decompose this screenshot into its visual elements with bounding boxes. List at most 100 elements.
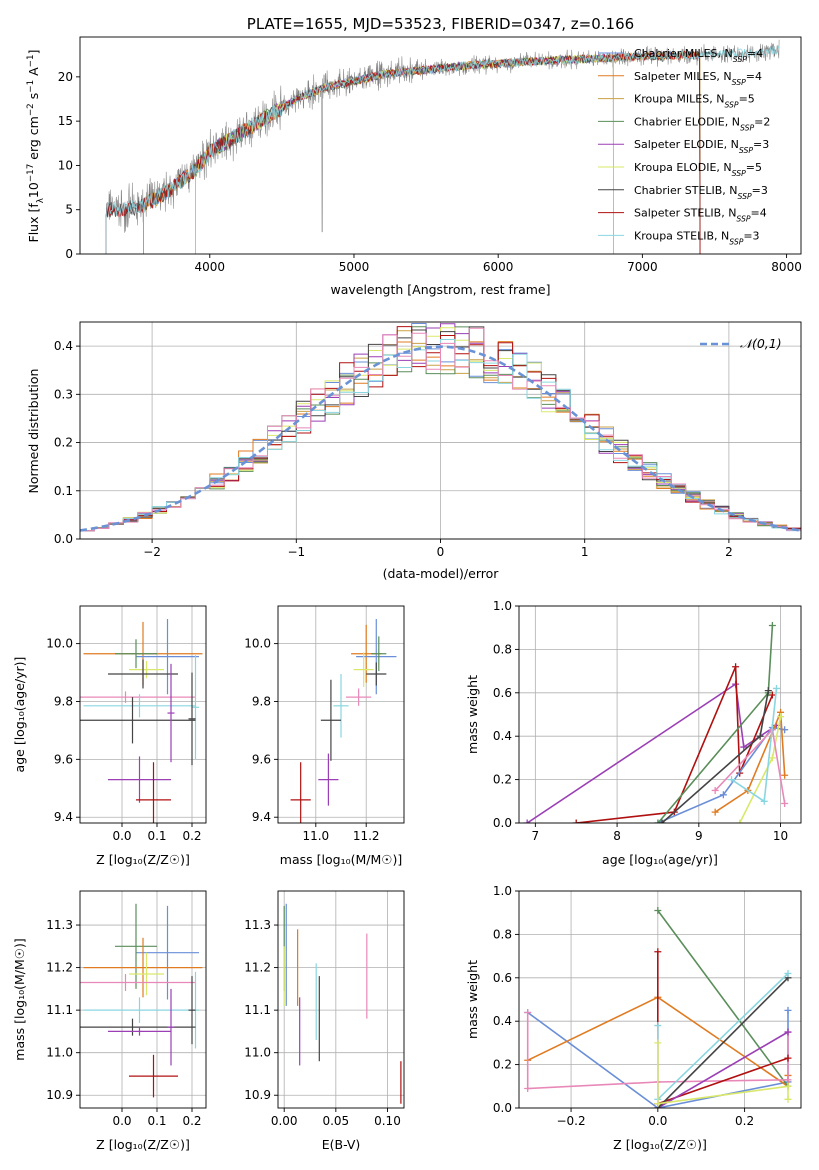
y-tick-label: 9.8 [252,694,271,708]
x-axis-label: Z [log₁₀(Z/Z☉)] [613,1137,707,1152]
label-part: =4 [746,70,762,83]
label-part: SSP [738,191,752,200]
label-part: Salpeter STELIB, N [634,207,736,220]
x-tick-label: 0.0 [112,1114,131,1128]
y-axis-label: age [log₁₀(age/yr)] [12,657,27,773]
metallicity-age-axes: 0.0 0.1 0.2 9.4 9.6 9.8 10.0 Z [log₁₀(Z/Z☉)] age… [12,605,207,867]
label-part: =4 [751,207,767,220]
x-tick-label: 0.2 [182,829,201,843]
plot-area [290,619,397,823]
model-line-kroupa_stelib [105,45,780,254]
label-part: SSP [733,55,747,64]
axes-frame [79,36,802,255]
legend-entry: Chabrier MILES, NSSP=4 [634,47,763,64]
axes-frame [79,605,207,824]
x-tick-label: 0.10 [374,1114,401,1128]
legend-entry: Salpeter ELODIE, NSSP=3 [634,138,769,155]
label-part: SSP [739,146,753,155]
label-part: =5 [746,161,762,174]
x-tick-label: 1 [581,545,589,559]
y-tick-label: 1.0 [493,884,512,898]
weight-marker [523,819,531,823]
label-part: −2 [26,103,36,116]
y-tick-label: 11.1 [244,1003,271,1017]
y-tick-label: 10 [58,158,73,172]
label-part: ] [26,50,41,55]
x-tick-label: 9 [695,829,703,843]
label-part: SSP [724,100,738,109]
y-tick-label: 0.2 [493,1058,512,1072]
weight-marker [524,1084,532,1092]
x-tick-label: −2 [143,545,161,559]
weight-marker [711,808,719,816]
legend-entry: Salpeter STELIB, NSSP=4 [634,207,767,224]
y-tick-label: 0 [65,247,73,261]
weight-marker [784,1082,792,1090]
weight-line-salpeter_miles [714,711,786,813]
label-part: Kroupa MILES, N [634,93,724,106]
weight-marker [654,819,662,823]
legend-entry: Kroupa MILES, NSSP=5 [634,93,755,110]
label-part: =3 [743,229,759,242]
x-tick-label: −1 [287,545,305,559]
y-tick-label: 10.9 [46,1088,73,1102]
x-axis-label: wavelength [Angstrom, rest frame] [330,282,550,297]
y-tick-label: 0.3 [54,387,73,401]
y-tick-label: 11.0 [46,1046,73,1060]
x-axis-label: age [log₁₀(age/yr)] [602,852,718,867]
label-part: Chabrier STELIB, N [634,184,738,197]
x-axis-label: E(B-V) [322,1137,361,1152]
weight-marker [772,684,780,692]
label-part: λ [36,198,46,203]
y-tick-label: 9.6 [252,752,271,766]
y-tick-label: 9.4 [54,810,73,824]
y-tick-label: 9.4 [252,810,271,824]
y-tick-label: 0.2 [54,436,73,450]
label-part: Salpeter ELODIE, N [634,138,739,151]
mass-age-axes: 11.0 11.2 9.4 9.6 9.8 10.0 mass [log₁₀(M/M☉)] [244,605,405,867]
legend-entry: Chabrier ELODIE, NSSP=2 [634,115,770,131]
x-tick-label: 0.2 [182,1114,201,1128]
x-axis-label: mass [log₁₀(M/M☉)] [280,852,402,867]
y-tick-label: 15 [58,114,73,128]
plot-area [80,903,203,1098]
label-part: Kroupa STELIB, N [634,229,729,242]
weight-marker [524,1009,532,1017]
chart-title: PLATE=1655, MJD=53523, FIBERID=0347, z=0… [247,15,634,33]
weight-marker [784,1028,792,1036]
y-tick-label: 10.0 [46,637,73,651]
plot-area [80,323,801,532]
y-tick-label: 11.2 [46,961,73,975]
label-part: =3 [752,184,768,197]
weight-marker [777,713,785,721]
legend-entry: Kroupa STELIB, NSSP=3 [634,229,760,246]
weight-line-chabrier_stelib [657,977,789,1108]
label-part: −1 [26,54,36,67]
y-tick-label: 11.2 [244,961,271,975]
y-tick-label: 0.6 [493,971,512,985]
label-part: Kroupa ELODIE, N [634,161,732,174]
spectrum-axes: 4000 5000 6000 7000 8000 0 5 10 15 20 PLATE=1655, … [26,15,802,297]
x-tick-label: 8 [613,829,621,843]
y-tick-label: 9.6 [54,752,73,766]
legend-entry: 𝒩(0,1) [740,336,782,351]
label-part: Chabrier MILES, N [634,47,733,60]
residual-histogram-axes: −2 −1 0 1 2 0.0 0.1 0.2 0.3 0.4 (data-model)/error… [26,321,802,581]
y-tick-label: 10.9 [244,1088,271,1102]
plot-area [283,903,402,1104]
model-line-chabrier_elodie [195,53,614,254]
y-tick-label: 0.0 [493,816,512,830]
weight-marker [760,797,768,805]
weight-marker [654,907,662,915]
plot-area [523,622,789,823]
ebv-mass-axes: 0.00 0.05 0.10 10.9 11.0 11.1 11.2 11.3 E(B-V) [244,890,405,1152]
weight-marker [728,776,736,784]
label-part: Chabrier ELODIE, N [634,115,740,128]
y-tick-label: 0.8 [493,642,512,656]
weight-marker [572,819,580,823]
label-part: erg cm [26,116,41,164]
x-tick-label: 11.2 [353,829,380,843]
weight-marker [719,791,727,799]
y-tick-label: 1.0 [493,599,512,613]
